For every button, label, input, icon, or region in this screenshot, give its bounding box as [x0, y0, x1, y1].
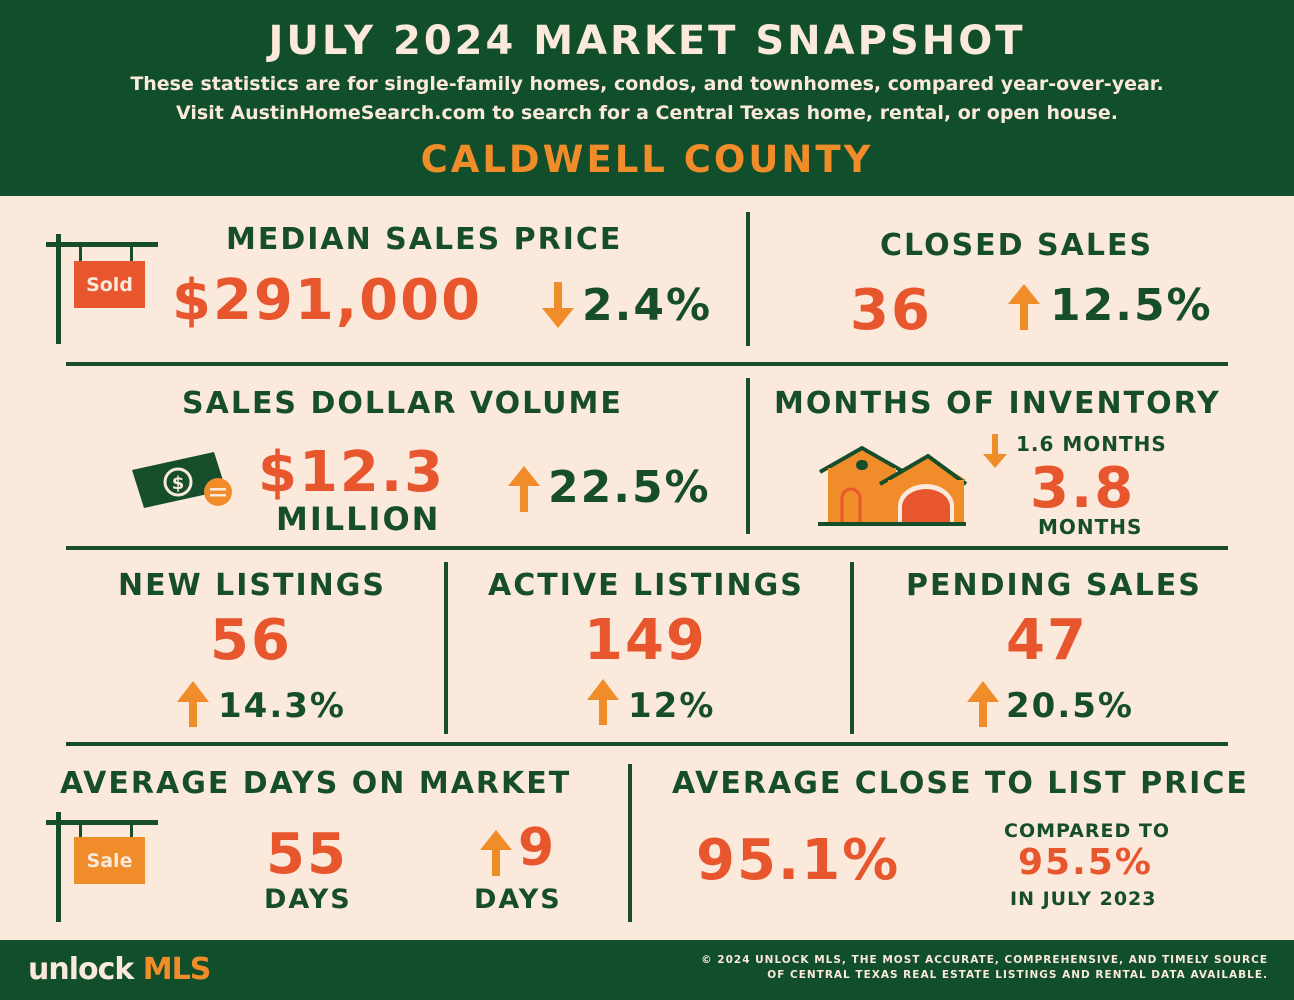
months-of-inventory-value: 3.8	[1030, 456, 1136, 521]
arrow-down-icon	[983, 434, 1007, 468]
new-listings-value: 56	[210, 608, 292, 673]
compared-to-period: IN JULY 2023	[1010, 888, 1157, 910]
median-sales-price-title: MEDIAN SALES PRICE	[226, 222, 623, 257]
unlock-mls-logo: unlock MLS	[28, 952, 212, 987]
average-days-on-market-value: 55	[266, 822, 348, 887]
months-of-inventory-change: 1.6 MONTHS	[1016, 432, 1167, 456]
average-days-on-market-change-unit: DAYS	[474, 884, 562, 915]
sold-sign-icon	[46, 234, 158, 344]
subtitle-line-2: Visit AustinHomeSearch.com to search for…	[176, 102, 1118, 124]
logo-text-mls: MLS	[142, 952, 212, 987]
average-days-on-market-change: 9	[518, 818, 557, 878]
house-icon	[818, 445, 968, 526]
closed-sales-value: 36	[850, 278, 932, 343]
median-sales-price-change: 2.4%	[582, 280, 713, 331]
months-of-inventory-unit: MONTHS	[1038, 515, 1143, 539]
divider-v-2	[746, 378, 750, 534]
copyright-notice: © 2024 UNLOCK MLS, THE MOST ACCURATE, CO…	[701, 953, 1268, 983]
footer-bar: unlock MLS © 2024 UNLOCK MLS, THE MOST A…	[0, 940, 1294, 1000]
average-days-on-market-title: AVERAGE DAYS ON MARKET	[60, 766, 572, 801]
arrow-up-icon	[177, 681, 209, 727]
page-title: JULY 2024 MARKET SNAPSHOT	[268, 18, 1026, 64]
svg-text:$: $	[172, 473, 185, 494]
average-days-on-market-unit: DAYS	[264, 884, 352, 915]
compared-to-label: COMPARED TO	[1004, 820, 1170, 842]
divider-v-5	[628, 764, 632, 922]
arrow-up-icon	[1008, 284, 1040, 330]
months-of-inventory-title: MONTHS OF INVENTORY	[774, 386, 1221, 421]
sale-sign-label: Sale	[86, 849, 133, 872]
sold-sign-label: Sold	[86, 273, 133, 296]
money-bill-icon: $	[132, 452, 232, 508]
closed-sales-title: CLOSED SALES	[880, 228, 1154, 263]
active-listings-value: 149	[584, 608, 707, 673]
median-sales-price-value: $291,000	[172, 268, 483, 333]
pending-sales-title: PENDING SALES	[906, 568, 1202, 603]
copyright-line-1: © 2024 UNLOCK MLS, THE MOST ACCURATE, CO…	[701, 954, 1268, 966]
divider-h-2	[66, 546, 1228, 550]
divider-v-4	[850, 562, 854, 734]
closed-sales-change: 12.5%	[1050, 280, 1213, 331]
divider-v-3	[444, 562, 448, 734]
sales-dollar-volume-unit: MILLION	[276, 500, 441, 538]
sales-dollar-volume-change: 22.5%	[548, 462, 711, 513]
arrow-down-icon	[542, 282, 574, 328]
logo-text-unlock: unlock	[28, 952, 134, 987]
subtitle-line-1: These statistics are for single-family h…	[130, 73, 1164, 95]
header-banner: JULY 2024 MARKET SNAPSHOT These statisti…	[0, 0, 1294, 196]
divider-h-3	[66, 742, 1228, 746]
arrow-up-icon	[967, 681, 999, 727]
average-close-to-list-value: 95.1%	[696, 828, 901, 893]
active-listings-change: 12%	[628, 686, 716, 726]
county-name: CALDWELL COUNTY	[420, 138, 874, 181]
arrow-up-icon	[480, 830, 512, 876]
new-listings-change: 14.3%	[218, 686, 346, 726]
sale-sign-icon	[46, 812, 158, 922]
average-close-to-list-title: AVERAGE CLOSE TO LIST PRICE	[672, 766, 1249, 801]
pending-sales-value: 47	[1006, 608, 1088, 673]
pending-sales-change: 20.5%	[1006, 686, 1134, 726]
sales-dollar-volume-value: $12.3	[258, 440, 446, 505]
divider-v-1	[746, 212, 750, 346]
active-listings-title: ACTIVE LISTINGS	[488, 568, 804, 603]
copyright-line-2: OF CENTRAL TEXAS REAL ESTATE LISTINGS AN…	[767, 969, 1268, 981]
arrow-up-icon	[587, 679, 619, 725]
arrow-up-icon	[508, 466, 540, 512]
sales-dollar-volume-title: SALES DOLLAR VOLUME	[182, 386, 623, 421]
divider-h-1	[66, 362, 1228, 366]
compared-to-value: 95.5%	[1018, 842, 1153, 883]
new-listings-title: NEW LISTINGS	[118, 568, 386, 603]
